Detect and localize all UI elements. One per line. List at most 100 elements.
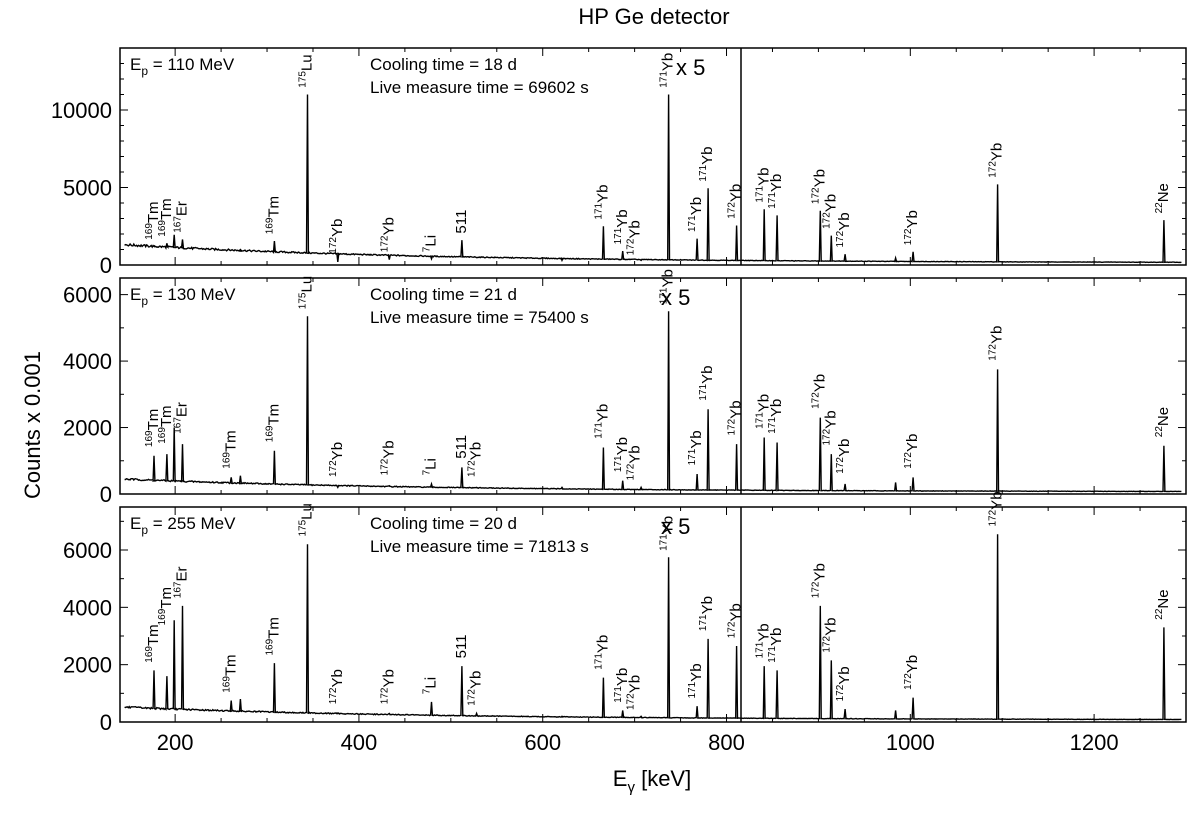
beam-energy-label: Ep = 130 MeV [130, 285, 236, 308]
beam-energy-label: Ep = 255 MeV [130, 514, 236, 537]
peak-label-element: Li [423, 235, 440, 247]
peak-label-mass: 172 [328, 237, 339, 254]
peak-label-element: Ne [1155, 589, 1172, 608]
peak-label-mass: 169 [221, 452, 232, 469]
peak-label: 172Yb [903, 210, 921, 245]
y-tick-label: 2000 [63, 653, 112, 678]
peak-label-element: Yb [755, 394, 772, 412]
peak-label-mass: 172 [467, 689, 478, 706]
peak-label-mass: 172 [727, 621, 738, 638]
peak-label: 171Yb [659, 516, 677, 551]
y-tick-label: 5000 [63, 176, 112, 201]
peak-label-mass: 171 [613, 455, 624, 472]
beam-energy-sub: p [141, 294, 148, 308]
beam-energy-value: = 255 MeV [148, 514, 236, 533]
peak-label: 171Yb [594, 404, 612, 439]
peak-label: 171Yb [754, 394, 772, 429]
peak-label: 172Yb [821, 618, 839, 653]
peak-label: 169Tm [265, 196, 283, 234]
peak-label: 172Yb [328, 442, 346, 477]
peak-label: 171Yb [687, 197, 705, 232]
peak-label-mass: 171 [754, 185, 765, 202]
peak-label: 169Tm [144, 624, 162, 662]
peak-label-mass: 7 [422, 246, 433, 252]
peak-label-element: Yb [768, 628, 785, 646]
peak-label-element: Tm [266, 404, 283, 426]
peak-label-mass: 172 [903, 673, 914, 690]
peak-label-element: Lu [299, 276, 316, 293]
peak-label-element: Lu [299, 54, 316, 71]
peak-label: 172Yb [467, 671, 485, 706]
peak-label-element: Yb [989, 491, 1006, 509]
peak-label-mass: 169 [157, 608, 168, 625]
peak-label-element: Yb [699, 366, 716, 384]
peak-label-element: Yb [755, 623, 772, 641]
y-tick-label: 6000 [63, 538, 112, 563]
peak-label-element: Tm [145, 624, 162, 646]
peak-label: 167Er [173, 567, 191, 599]
peak-label-mass: 172 [988, 509, 999, 526]
x-axis-label-sub: γ [627, 779, 635, 796]
peak-label: 511 [453, 435, 470, 459]
peak-label-element: Yb [755, 168, 772, 186]
peak-label-mass: 172 [988, 161, 999, 178]
peak-label: 172Yb [988, 143, 1006, 178]
peak-label: 172Yb [835, 212, 853, 247]
peak-label-mass: 171 [594, 422, 605, 439]
peak-label: 169Tm [265, 617, 283, 655]
peak-label: 169Tm [265, 404, 283, 442]
peak-label-element: Tm [158, 405, 175, 427]
peak-label-mass: 171 [767, 417, 778, 434]
peak-label: 171Yb [754, 168, 772, 203]
peak-label: 172Yb [835, 666, 853, 701]
peak-label-element: Er [174, 201, 191, 216]
peak-label-element: Yb [904, 434, 921, 452]
y-tick-label: 2000 [63, 416, 112, 441]
peak-label: 172Yb [810, 374, 828, 409]
peak-label-element: Yb [836, 439, 853, 457]
peak-label-mass: 172 [810, 392, 821, 409]
spectrum-line [124, 94, 1182, 264]
peak-label-mass: 172 [727, 202, 738, 219]
peak-label-mass: 172 [835, 230, 846, 247]
x-tick-label: 600 [524, 730, 561, 755]
peak-label-mass: 7 [422, 469, 433, 475]
peak-label-element: Yb [329, 219, 346, 237]
peak-label-element: Tm [266, 617, 283, 639]
peak-label: 171Yb [613, 209, 631, 244]
peak-label-mass: 169 [144, 646, 155, 663]
peak-label-mass: 172 [328, 687, 339, 704]
peak-label-element: Yb [660, 53, 677, 71]
peak-label-mass: 169 [221, 676, 232, 693]
peak-label-mass: 172 [903, 228, 914, 245]
peak-label: 169Tm [144, 409, 162, 447]
peak-label: 175Lu [298, 54, 316, 87]
peak-label-mass: 175 [298, 71, 309, 88]
peak-label-mass: 172 [988, 344, 999, 361]
peak-label-element: Yb [660, 269, 677, 287]
peak-label-mass: 169 [144, 223, 155, 240]
live-time-label: Live measure time = 69602 s [370, 78, 589, 97]
peak-label-element: Yb [822, 410, 839, 428]
peak-label-element: Tm [158, 198, 175, 220]
spectrum-line [124, 534, 1182, 721]
x-axis-label-unit: [keV] [635, 766, 691, 791]
peak-label-mass: 172 [903, 452, 914, 469]
spectrum-panel: 0200040006000169Tm169Tm167Er169Tm169Tm17… [63, 491, 1187, 755]
peak-label-mass: 172 [727, 418, 738, 435]
peak-label-element: Yb [699, 147, 716, 165]
peak-label-element: Yb [728, 400, 745, 418]
peak-label-mass: 171 [698, 164, 709, 181]
peak-label: 169Tm [144, 201, 162, 239]
peak-label-element: Yb [380, 217, 397, 235]
peak-label-element: Yb [688, 663, 705, 681]
peak-label-mass: 172 [626, 238, 637, 255]
peak-label: 22Ne [1154, 589, 1172, 619]
peak-label-mass: 172 [835, 684, 846, 701]
peak-label-mass: 172 [379, 458, 390, 475]
peak-label-element: Tm [145, 201, 162, 223]
peak-label-element: Ne [1155, 407, 1172, 426]
peak-label-mass: 171 [767, 192, 778, 209]
